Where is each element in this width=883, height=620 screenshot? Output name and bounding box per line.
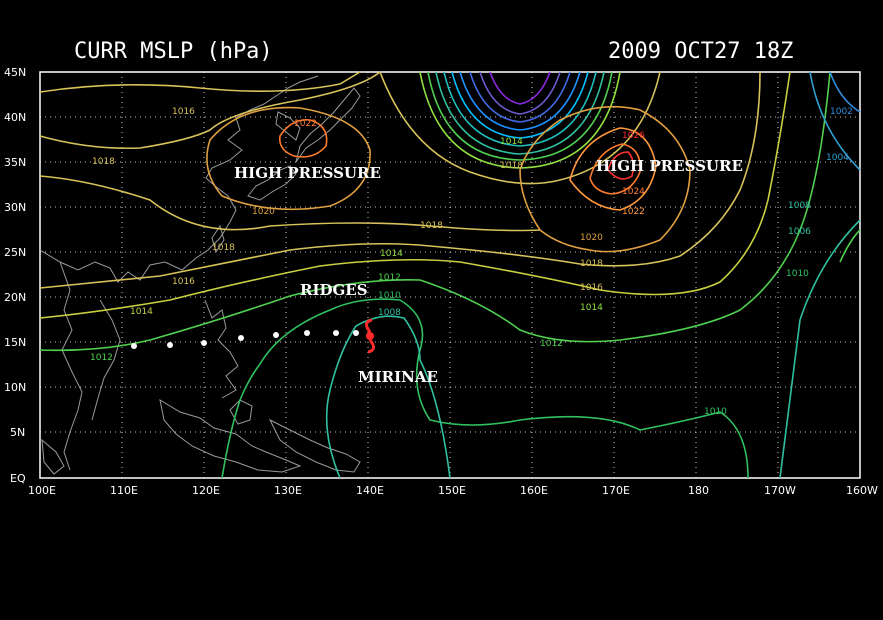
lat-label: 25N bbox=[4, 246, 26, 259]
contour-label: 1018 bbox=[212, 243, 235, 253]
high-pressure-west-label: HIGH PRESSURE bbox=[234, 164, 381, 182]
contour-label: 1014 bbox=[500, 137, 523, 147]
isobars bbox=[39, 71, 861, 479]
contour-label: 1002 bbox=[830, 107, 853, 117]
contour-label: 1018 bbox=[580, 259, 603, 269]
contour-label: 1024 bbox=[622, 187, 645, 197]
contour-label: 1018 bbox=[92, 157, 115, 167]
contour-label: 1020 bbox=[252, 207, 275, 217]
track-point bbox=[131, 343, 137, 349]
contour-label: 1010 bbox=[378, 291, 401, 301]
contour-label: 1020 bbox=[580, 233, 603, 243]
lon-label: 130E bbox=[274, 484, 302, 497]
isobar-labels: 1016 1018 1022 1020 1018 1016 1014 1012 … bbox=[90, 107, 853, 417]
storm-track bbox=[131, 330, 359, 349]
lat-label: 35N bbox=[4, 156, 26, 169]
coastlines bbox=[39, 75, 361, 475]
track-point bbox=[167, 342, 173, 348]
lon-label: 170W bbox=[764, 484, 796, 497]
track-point bbox=[304, 330, 310, 336]
lon-label: 110E bbox=[110, 484, 138, 497]
high-pressure-east-label: HIGH PRESSURE bbox=[596, 157, 743, 175]
lon-label: 180 bbox=[688, 484, 709, 497]
lat-label: 30N bbox=[4, 201, 26, 214]
contour-label: 1014 bbox=[130, 307, 153, 317]
contour-label: 1016 bbox=[580, 283, 603, 293]
contour-label: 1016 bbox=[172, 107, 195, 117]
track-point bbox=[333, 330, 339, 336]
contour-label: 1022 bbox=[622, 207, 645, 217]
contour-label: 1010 bbox=[786, 269, 809, 279]
contour-label: 1008 bbox=[378, 308, 401, 318]
lon-label: 170E bbox=[602, 484, 630, 497]
lon-label: 100E bbox=[28, 484, 56, 497]
lon-label: 150E bbox=[438, 484, 466, 497]
contour-label: 1018 bbox=[500, 161, 523, 171]
contour-label: 1026 bbox=[622, 131, 645, 141]
track-point bbox=[353, 330, 359, 336]
lon-label: 160E bbox=[520, 484, 548, 497]
track-point bbox=[238, 335, 244, 341]
lat-label: 20N bbox=[4, 291, 26, 304]
lat-label: 40N bbox=[4, 111, 26, 124]
contour-label: 1012 bbox=[90, 353, 113, 363]
lon-label: 160W bbox=[846, 484, 878, 497]
lat-label: EQ bbox=[10, 472, 26, 485]
map-timestamp: 2009 OCT27 18Z bbox=[608, 39, 793, 64]
contour-label: 1022 bbox=[294, 119, 317, 129]
lat-axis: 45N 40N 35N 30N 25N 20N 15N 10N 5N EQ bbox=[4, 66, 26, 485]
lat-label: 45N bbox=[4, 66, 26, 79]
lat-label: 5N bbox=[10, 426, 25, 439]
lon-axis: 100E 110E 120E 130E 140E 150E 160E 170E … bbox=[28, 484, 878, 497]
contour-label: 1016 bbox=[172, 277, 195, 287]
track-point bbox=[273, 332, 279, 338]
contour-label: 1012 bbox=[378, 273, 401, 283]
map-title: CURR MSLP (hPa) bbox=[74, 39, 273, 64]
contour-label: 1008 bbox=[788, 201, 811, 211]
track-point bbox=[201, 340, 207, 346]
contour-label: 1010 bbox=[704, 407, 727, 417]
tropical-cyclone-icon bbox=[365, 318, 375, 354]
contour-label: 1014 bbox=[580, 303, 603, 313]
contour-label: 1014 bbox=[380, 249, 403, 259]
contour-label: 1012 bbox=[540, 339, 563, 349]
lat-label: 10N bbox=[4, 381, 26, 394]
contour-label: 1018 bbox=[420, 221, 443, 231]
contour-label: 1006 bbox=[788, 227, 811, 237]
storm-name-label: MIRINAE bbox=[358, 368, 438, 386]
lon-label: 120E bbox=[192, 484, 220, 497]
lat-label: 15N bbox=[4, 336, 26, 349]
contour-label: 1004 bbox=[826, 153, 849, 163]
lon-label: 140E bbox=[356, 484, 384, 497]
ridges-label: RIDGES bbox=[300, 281, 368, 299]
